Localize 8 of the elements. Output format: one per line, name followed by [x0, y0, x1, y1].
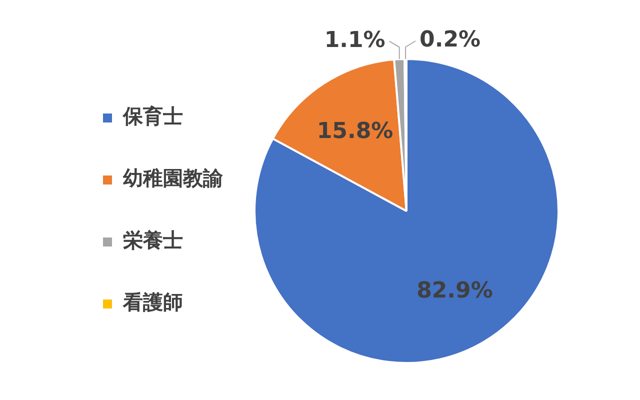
legend-label: 看護師 — [122, 290, 183, 314]
legend-label: 幼稚園教諭 — [123, 166, 224, 190]
data-label: 1.1% — [324, 28, 386, 53]
legend-label: 栄養士 — [123, 228, 183, 252]
data-label: 15.8% — [316, 118, 394, 144]
legend-label: 保育士 — [122, 104, 183, 128]
data-label: 0.2% — [420, 28, 481, 53]
data-label: 82.9% — [416, 278, 493, 304]
